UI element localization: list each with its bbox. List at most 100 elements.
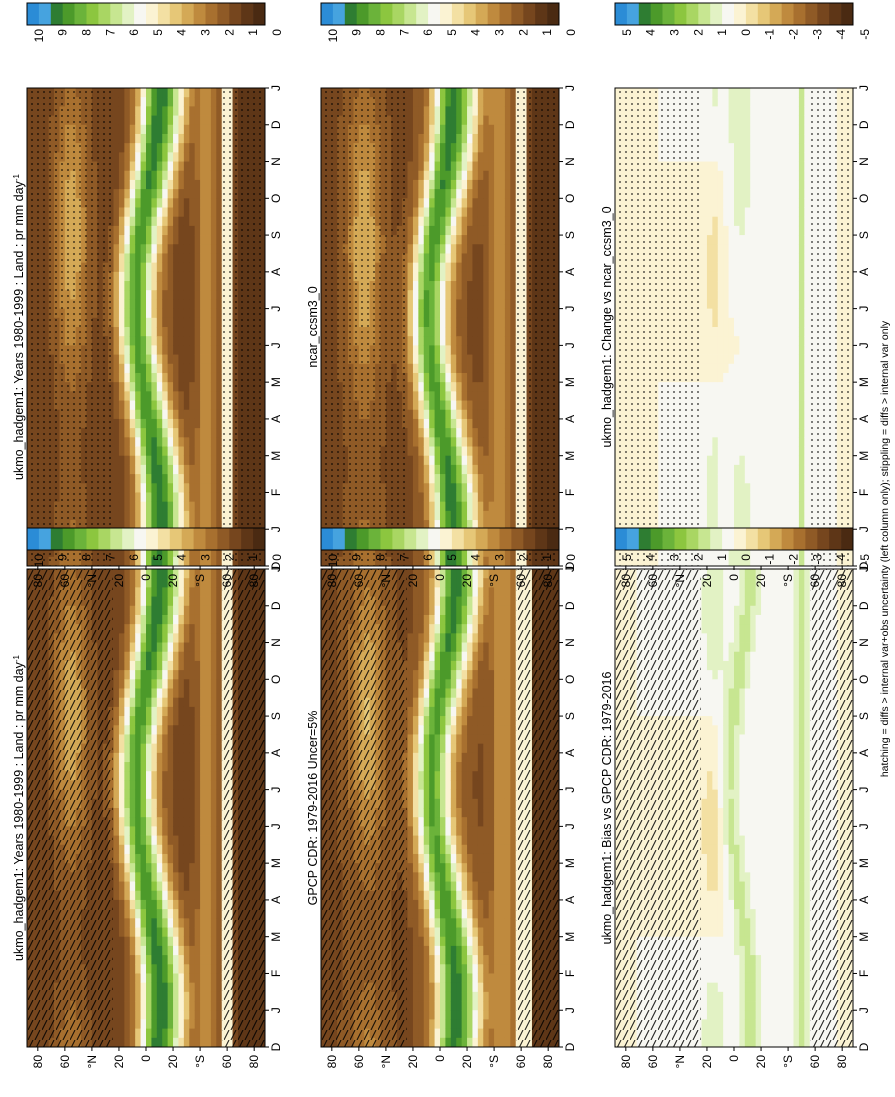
heatmap-cell (146, 106, 152, 116)
heatmap-cell (135, 578, 141, 588)
heatmap-cell (140, 179, 147, 190)
heatmap-cell (113, 670, 120, 680)
heatmap-cell (167, 189, 174, 199)
heatmap-cell (146, 955, 152, 965)
heatmap-cell (216, 899, 223, 910)
heatmap-cell (189, 382, 196, 392)
heatmap-cell (183, 520, 190, 530)
heatmap-cell (113, 106, 120, 116)
heatmap-cell (178, 743, 185, 754)
hatching-overlay (27, 569, 113, 1047)
heatmap-cell (129, 520, 136, 530)
heatmap-cell (146, 909, 152, 919)
heatmap-cell (124, 244, 131, 254)
heatmap-cell (156, 161, 163, 172)
heatmap-cell (151, 596, 158, 607)
heatmap-cell (167, 244, 174, 254)
heatmap-cell (189, 501, 196, 512)
heatmap-cell (167, 752, 174, 763)
heatmap-cell (173, 464, 179, 475)
heatmap-cell (140, 872, 147, 882)
heatmap-cell (194, 97, 201, 107)
heatmap-cell (156, 899, 163, 910)
heatmap-cell (205, 706, 212, 717)
heatmap-cell (118, 1019, 125, 1030)
heatmap-cell (162, 955, 169, 965)
heatmap-cell (210, 780, 217, 791)
heatmap-cell (178, 899, 185, 910)
heatmap-cell (205, 605, 212, 616)
heatmap-cell (216, 327, 223, 337)
heatmap-cell (216, 826, 223, 836)
heatmap-cell (113, 235, 120, 245)
heatmap-cell (210, 964, 217, 974)
heatmap-cell (124, 501, 131, 512)
heatmap-cell (146, 483, 152, 493)
heatmap-cell (173, 936, 179, 947)
heatmap-cell (173, 262, 179, 273)
heatmap-cell (124, 382, 131, 392)
heatmap-cell (156, 391, 163, 401)
heatmap-cell (113, 244, 120, 254)
heatmap-cell (189, 670, 196, 680)
heatmap-cell (173, 290, 179, 300)
heatmap-cell (194, 474, 201, 484)
heatmap-cell (194, 556, 201, 567)
lat-tick-label: 20 (112, 574, 126, 588)
heatmap-cell (216, 400, 223, 411)
heatmap-cell (146, 752, 152, 763)
heatmap-cell (178, 133, 185, 144)
heatmap-cell (194, 863, 201, 873)
heatmap-cell (140, 798, 147, 809)
heatmap-cell (135, 927, 141, 938)
heatmap-cell (124, 651, 131, 662)
heatmap-cell (135, 614, 141, 625)
heatmap-cell (118, 835, 125, 846)
heatmap-cell (173, 817, 179, 827)
heatmap-cell (183, 235, 190, 245)
heatmap-cell (173, 872, 179, 882)
heatmap-cell (210, 973, 217, 984)
heatmap-cell (194, 271, 201, 282)
heatmap-cell (146, 382, 152, 392)
heatmap-cell (189, 716, 196, 726)
heatmap-cell (118, 688, 125, 699)
heatmap-cell (129, 725, 136, 735)
heatmap-cell (183, 437, 190, 447)
heatmap-cell (156, 945, 163, 956)
heatmap-cell (162, 826, 169, 836)
heatmap-cell (189, 762, 196, 772)
heatmap-cell (118, 97, 125, 107)
heatmap-cell (183, 474, 190, 484)
heatmap-cell (205, 725, 212, 735)
heatmap-cell (189, 271, 196, 282)
heatmap-cell (151, 927, 158, 938)
heatmap-cell (135, 734, 141, 745)
heatmap-cell (210, 762, 217, 772)
heatmap-cell (140, 235, 147, 245)
heatmap-cell (205, 697, 212, 708)
heatmap-cell (162, 853, 169, 864)
heatmap-cell (113, 725, 120, 735)
heatmap-cell (189, 464, 196, 475)
heatmap-cell (167, 835, 174, 846)
heatmap-cell (156, 106, 163, 116)
heatmap-cell (167, 706, 174, 717)
heatmap-cell (183, 624, 190, 634)
heatmap-cell (124, 235, 131, 245)
heatmap-cell (216, 189, 223, 199)
heatmap-cell (156, 97, 163, 107)
heatmap-cell (118, 225, 125, 236)
heatmap-cell (205, 780, 212, 791)
heatmap-cell (118, 890, 125, 901)
heatmap-cell (156, 124, 163, 135)
heatmap-cell (173, 927, 179, 938)
heatmap-cell (194, 336, 201, 346)
heatmap-cell (118, 743, 125, 754)
heatmap-cell (189, 633, 196, 643)
heatmap-cell (210, 909, 217, 919)
heatmap-cell (167, 290, 174, 300)
heatmap-cell (167, 391, 174, 401)
heatmap-cell (216, 670, 223, 680)
heatmap-cell (210, 363, 217, 374)
